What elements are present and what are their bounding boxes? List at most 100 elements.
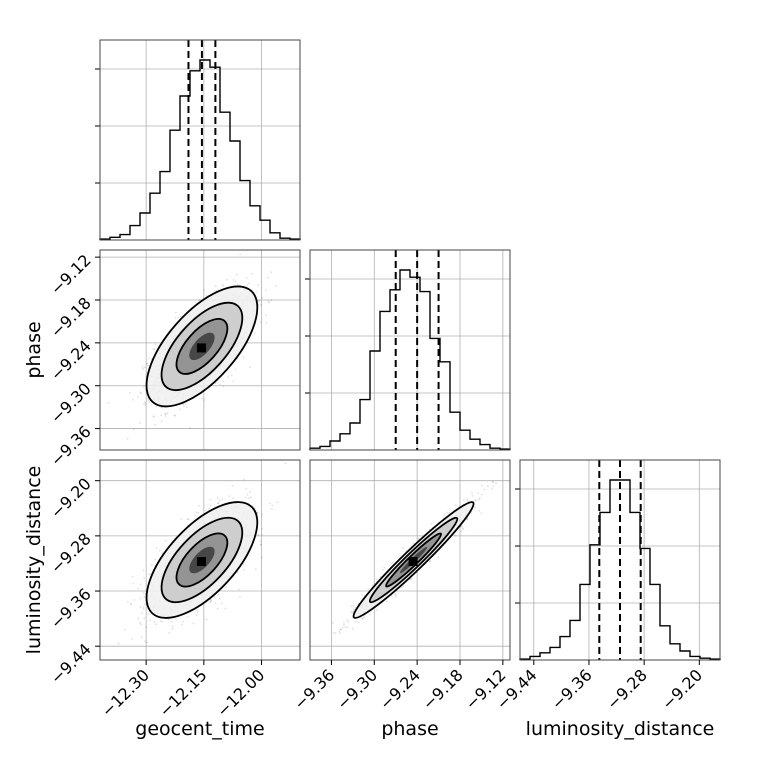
scatter-point <box>144 626 147 629</box>
scatter-point <box>107 402 110 404</box>
scatter-point <box>203 399 205 401</box>
scatter-point <box>354 620 357 623</box>
scatter-point <box>257 533 260 536</box>
scatter-point <box>164 415 167 417</box>
scatter-point <box>131 398 134 401</box>
scatter-point <box>261 513 264 516</box>
histogram-geocent_time <box>99 59 301 240</box>
scatter-point <box>265 321 268 324</box>
scatter-point <box>224 586 227 589</box>
scatter-point <box>209 598 212 601</box>
scatter-point <box>232 380 235 383</box>
scatter-point <box>218 499 221 502</box>
scatter-point <box>267 300 270 303</box>
scatter-point <box>216 497 219 499</box>
scatter-point <box>363 615 366 617</box>
scatter-point <box>161 552 164 555</box>
axes-frame <box>99 249 301 451</box>
scatter-point <box>367 588 369 590</box>
scatter-point <box>205 294 208 297</box>
scatter-point <box>171 628 174 630</box>
scatter-panel-phase-luminosity_distance <box>309 459 511 661</box>
scatter-point <box>153 348 156 350</box>
axes-frame <box>99 459 301 661</box>
scatter-point <box>174 316 177 319</box>
scatter-point <box>221 602 224 605</box>
scatter-point <box>460 525 463 528</box>
scatter-point <box>237 588 240 591</box>
scatter-point <box>152 416 155 418</box>
scatter-point <box>160 414 163 417</box>
scatter-point <box>216 607 219 610</box>
scatter-point <box>198 299 201 302</box>
scatter-point <box>147 613 150 616</box>
scatter-point <box>196 609 199 611</box>
scatter-point <box>267 276 270 279</box>
scatter-point <box>361 617 363 620</box>
histogram-luminosity_distance <box>519 479 721 660</box>
scatter-point <box>186 518 189 521</box>
scatter-point <box>148 573 151 576</box>
scatter-point <box>167 618 170 621</box>
scatter-point <box>222 380 225 383</box>
scatter-point <box>128 391 131 394</box>
y-axis-label-luminosity-distance: luminosity_distance <box>23 466 45 655</box>
scatter-point <box>221 285 224 287</box>
scatter-point <box>339 632 341 635</box>
scatter-point <box>205 618 208 621</box>
scatter-point <box>149 619 152 622</box>
scatter-point <box>460 530 463 533</box>
scatter-point <box>361 617 364 620</box>
scatter-point <box>179 315 182 318</box>
scatter-point <box>131 575 134 578</box>
scatter-point <box>261 556 263 559</box>
density-contour <box>160 301 244 392</box>
scatter-point <box>143 595 146 598</box>
scatter-point <box>236 571 239 574</box>
scatter-point <box>142 368 145 371</box>
scatter-point <box>165 450 167 452</box>
scatter-point <box>274 285 277 288</box>
scatter-point <box>139 623 142 626</box>
scatter-point <box>187 518 190 521</box>
scatter-point <box>254 568 257 570</box>
scatter-point <box>180 518 183 520</box>
hist-panel-phase <box>305 249 511 451</box>
scatter-point <box>179 408 182 411</box>
scatter-point <box>334 632 337 634</box>
scatter-point <box>197 511 200 514</box>
scatter-point <box>239 253 241 256</box>
scatter-point <box>248 366 251 369</box>
scatter-point <box>137 617 140 620</box>
scatter-point <box>155 405 158 408</box>
scatter-point <box>222 385 224 388</box>
scatter-point <box>148 400 151 403</box>
scatter-point <box>146 641 148 644</box>
scatter-point <box>224 607 227 610</box>
scatter-point <box>133 598 136 601</box>
scatter-point <box>144 366 146 369</box>
scatter-point <box>168 631 171 634</box>
scatter-point <box>153 621 156 623</box>
scatter-point <box>152 415 155 418</box>
scatter-point <box>219 597 221 600</box>
scatter-point <box>130 602 132 605</box>
scatter-point <box>245 496 247 499</box>
scatter-point <box>189 427 192 429</box>
scatter-point <box>209 601 212 604</box>
scatter-point <box>144 603 147 606</box>
scatter-point <box>410 577 413 580</box>
scatter-point <box>258 299 261 302</box>
scatter-point <box>164 413 167 416</box>
density-peak <box>196 343 206 353</box>
scatter-point <box>161 620 164 623</box>
scatter-point <box>369 613 371 616</box>
x-axis-label-geocent-time: geocent_time <box>135 718 264 740</box>
scatter-point <box>228 495 231 497</box>
scatter-point <box>141 612 143 615</box>
scatter-point <box>227 376 230 379</box>
scatter-point <box>259 543 262 546</box>
scatter-point <box>145 362 148 365</box>
scatter-point <box>141 365 144 368</box>
